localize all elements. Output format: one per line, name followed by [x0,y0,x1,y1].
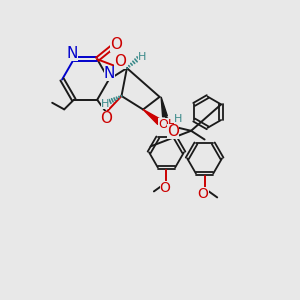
Polygon shape [143,110,161,124]
Text: H: H [138,52,146,62]
Text: N: N [67,46,78,61]
Text: O: O [198,187,208,201]
Text: O: O [100,112,112,127]
Polygon shape [161,97,167,117]
Text: N: N [104,66,115,81]
Text: H: H [174,114,182,124]
Text: O: O [160,181,170,195]
Text: O: O [110,37,122,52]
Text: OH: OH [158,118,178,131]
Text: H: H [100,99,109,109]
Text: O: O [114,54,126,69]
Text: O: O [167,124,179,139]
